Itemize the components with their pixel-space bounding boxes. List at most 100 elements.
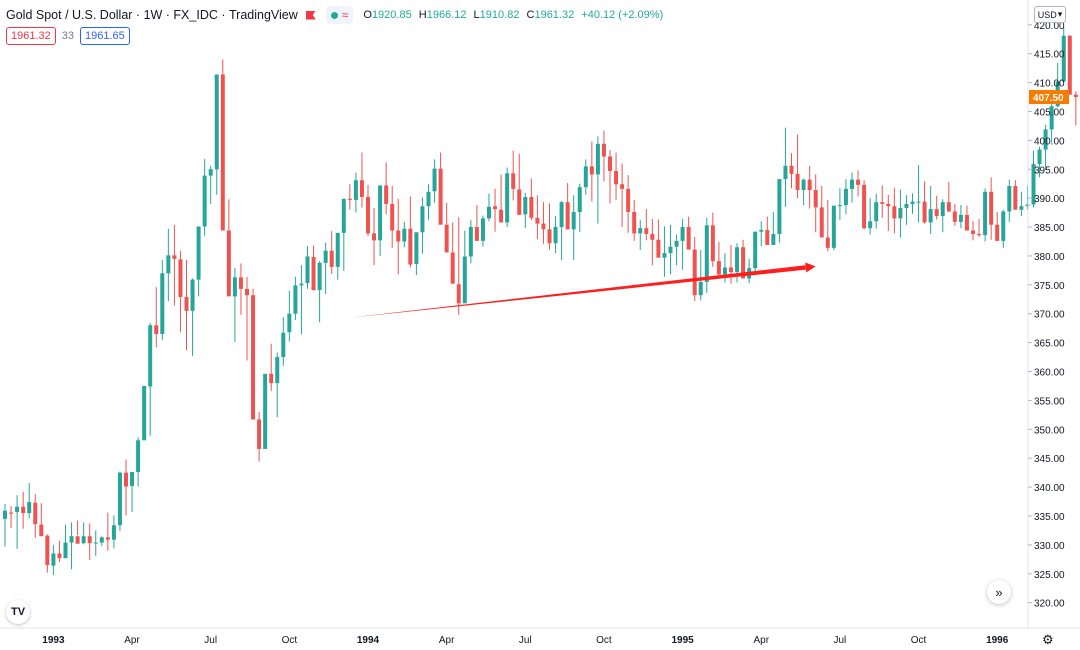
candle[interactable] bbox=[456, 217, 461, 315]
candle[interactable] bbox=[1061, 27, 1066, 84]
buy-price-button[interactable]: 1961.65 bbox=[80, 27, 130, 45]
candle[interactable] bbox=[759, 221, 764, 247]
candle[interactable] bbox=[650, 218, 655, 266]
candle[interactable] bbox=[692, 236, 697, 302]
tradingview-logo[interactable]: TV bbox=[6, 600, 30, 624]
candle[interactable] bbox=[359, 152, 364, 208]
candle[interactable] bbox=[946, 181, 951, 213]
candle[interactable] bbox=[27, 483, 32, 519]
candle[interactable] bbox=[674, 234, 679, 266]
candle[interactable] bbox=[245, 276, 249, 361]
candle[interactable] bbox=[287, 290, 292, 342]
candle[interactable] bbox=[632, 199, 637, 241]
candle[interactable] bbox=[474, 205, 479, 241]
candle[interactable] bbox=[843, 179, 848, 215]
candle[interactable] bbox=[444, 202, 449, 253]
price-axis[interactable]: 420.00 415.00 410.00 405.00 400.00 395.00 390.… bbox=[1027, 0, 1069, 628]
candle[interactable] bbox=[172, 224, 177, 306]
candle[interactable] bbox=[220, 59, 225, 231]
candle[interactable] bbox=[45, 534, 50, 573]
candle[interactable] bbox=[868, 198, 873, 235]
candle[interactable] bbox=[535, 195, 540, 240]
candle[interactable] bbox=[390, 186, 395, 248]
candle[interactable] bbox=[372, 207, 377, 266]
candle[interactable] bbox=[329, 231, 334, 274]
candle[interactable] bbox=[795, 134, 800, 199]
candle[interactable] bbox=[850, 172, 854, 203]
trend-arrow[interactable] bbox=[349, 262, 816, 318]
candle[interactable] bbox=[305, 246, 310, 289]
candle[interactable] bbox=[729, 244, 733, 284]
candle[interactable] bbox=[523, 192, 528, 229]
candle[interactable] bbox=[874, 193, 879, 229]
candle[interactable] bbox=[468, 220, 473, 264]
candle[interactable] bbox=[275, 352, 280, 418]
candle[interactable] bbox=[117, 471, 122, 532]
candle[interactable] bbox=[414, 232, 419, 276]
candle[interactable] bbox=[39, 503, 44, 537]
candle[interactable] bbox=[704, 217, 709, 293]
candle[interactable] bbox=[710, 212, 715, 267]
candle[interactable] bbox=[583, 159, 588, 195]
candle[interactable] bbox=[644, 209, 649, 241]
candle[interactable] bbox=[196, 226, 201, 297]
candle[interactable] bbox=[3, 503, 7, 547]
candle[interactable] bbox=[347, 184, 352, 210]
candle[interactable] bbox=[892, 187, 897, 234]
candle[interactable] bbox=[1037, 146, 1042, 178]
candle[interactable] bbox=[1067, 35, 1072, 95]
candle[interactable] bbox=[335, 232, 340, 280]
candle[interactable] bbox=[547, 203, 552, 250]
symbol-title[interactable]: Gold Spot / U.S. Dollar bbox=[6, 8, 133, 22]
candle[interactable] bbox=[517, 153, 522, 215]
market-status-pill[interactable]: ≈ bbox=[325, 6, 354, 24]
candle[interactable] bbox=[251, 288, 256, 420]
candle[interactable] bbox=[99, 536, 104, 547]
candle[interactable] bbox=[238, 263, 243, 315]
candle[interactable] bbox=[69, 522, 74, 570]
candle[interactable] bbox=[263, 373, 268, 449]
candle[interactable] bbox=[269, 343, 274, 392]
candle[interactable] bbox=[281, 317, 286, 366]
candle[interactable] bbox=[801, 178, 806, 206]
candle[interactable] bbox=[317, 261, 322, 323]
candle[interactable] bbox=[940, 199, 945, 233]
gear-icon[interactable]: ⚙ bbox=[1042, 632, 1054, 647]
candle[interactable] bbox=[886, 194, 891, 232]
candle[interactable] bbox=[819, 186, 824, 238]
candle[interactable] bbox=[480, 215, 485, 247]
candle[interactable] bbox=[33, 494, 38, 538]
candle[interactable] bbox=[716, 242, 721, 277]
candle[interactable] bbox=[698, 250, 703, 301]
candle[interactable] bbox=[208, 165, 213, 204]
candle[interactable] bbox=[184, 259, 189, 351]
candle[interactable] bbox=[1049, 100, 1054, 143]
candle[interactable] bbox=[257, 411, 262, 462]
candle[interactable] bbox=[9, 506, 14, 529]
candle[interactable] bbox=[450, 222, 455, 284]
candle[interactable] bbox=[493, 188, 498, 232]
candle[interactable] bbox=[783, 127, 788, 207]
candle[interactable] bbox=[753, 231, 758, 274]
candle[interactable] bbox=[15, 495, 20, 549]
candle[interactable] bbox=[214, 74, 219, 195]
candle[interactable] bbox=[293, 276, 298, 321]
candle[interactable] bbox=[934, 195, 939, 220]
candle[interactable] bbox=[880, 185, 885, 218]
candle[interactable] bbox=[595, 136, 600, 224]
candle[interactable] bbox=[971, 221, 975, 241]
candle[interactable] bbox=[626, 175, 631, 233]
candle[interactable] bbox=[426, 184, 431, 221]
candle[interactable] bbox=[553, 216, 558, 254]
candle[interactable] bbox=[741, 239, 746, 279]
candle[interactable] bbox=[565, 183, 570, 230]
candle[interactable] bbox=[668, 224, 673, 275]
candle[interactable] bbox=[977, 218, 982, 237]
candle[interactable] bbox=[638, 220, 643, 251]
candle[interactable] bbox=[511, 150, 516, 201]
candle[interactable] bbox=[378, 185, 383, 256]
candle[interactable] bbox=[807, 165, 812, 209]
candle[interactable] bbox=[178, 250, 183, 333]
candle[interactable] bbox=[989, 177, 994, 240]
interval-label[interactable]: 1W bbox=[143, 8, 163, 22]
